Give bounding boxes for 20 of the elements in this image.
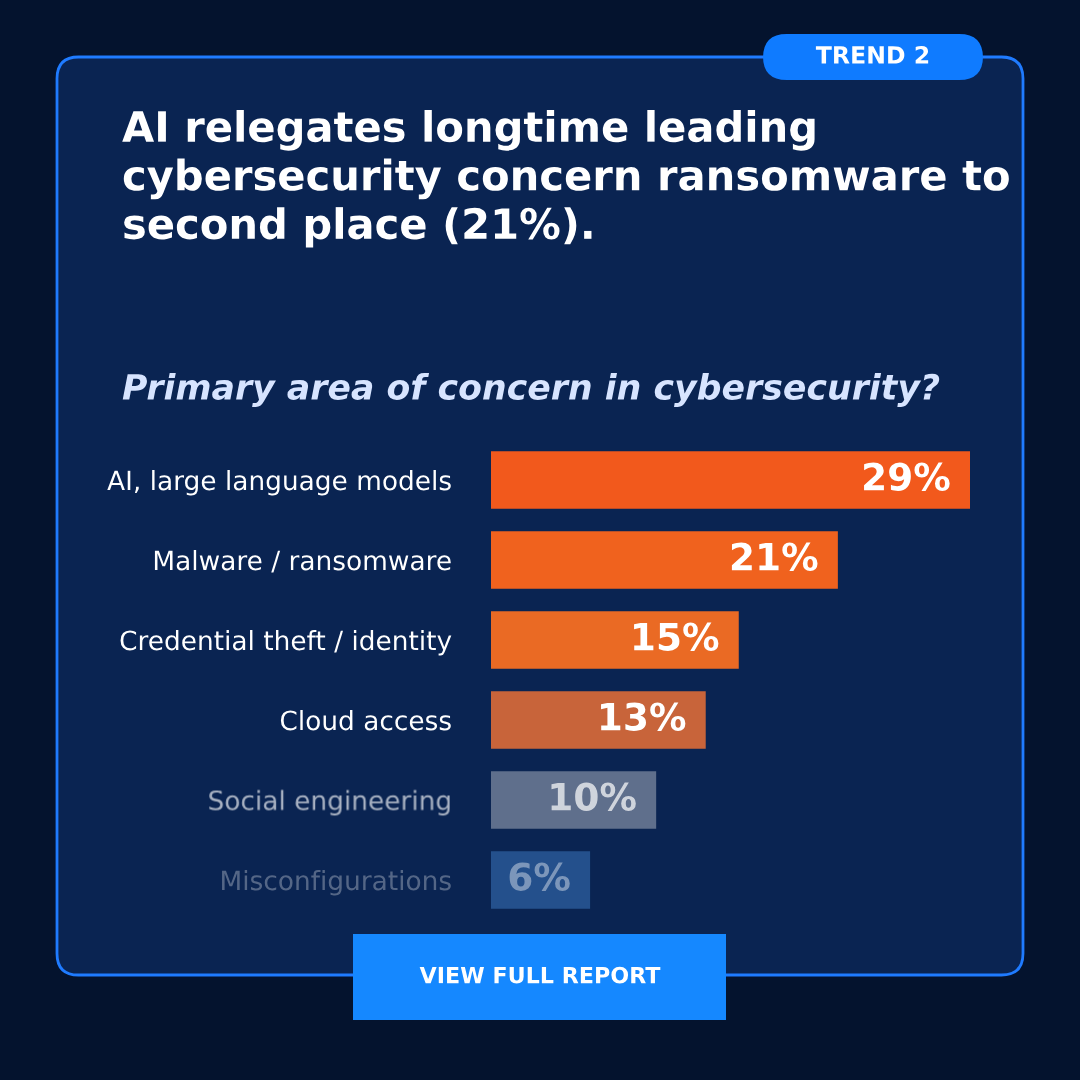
data-label: 15% xyxy=(634,622,719,651)
y-tick-label: Credential theft / identity xyxy=(120,629,452,656)
y-tick-label: Malware / ransomware xyxy=(154,549,451,573)
bar xyxy=(491,611,739,669)
y-tick-label: Cloud access xyxy=(280,709,451,731)
bar xyxy=(491,531,838,589)
chart-subtitle: Primary area of concern in cybersecurity? xyxy=(122,373,940,407)
data-label: 6% xyxy=(509,862,570,891)
y-tick-label: AI, large language models xyxy=(107,469,451,496)
data-label: 10% xyxy=(551,782,636,811)
y-tick-label: Social engineering xyxy=(209,789,450,816)
y-tick-label: Misconfigurations xyxy=(222,869,451,896)
chart-title: AI relegates longtime leading cybersecurity concern ransomware to second place (21%). xyxy=(122,110,1009,248)
bar xyxy=(491,451,970,509)
data-label: 29% xyxy=(864,462,950,491)
text: TREND 2 xyxy=(815,45,929,64)
data-label: 21% xyxy=(731,542,818,571)
bar xyxy=(491,691,706,749)
text: VIEW FULL REPORT xyxy=(419,966,661,984)
data-label: 13% xyxy=(601,702,686,731)
